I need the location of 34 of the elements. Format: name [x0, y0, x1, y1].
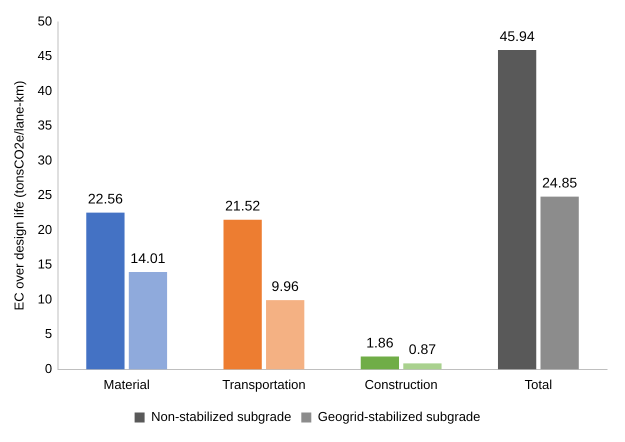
- y-tick-label: 0: [44, 360, 52, 376]
- bar: [360, 356, 400, 370]
- data-label: 14.01: [130, 250, 166, 266]
- bar: [128, 272, 168, 370]
- bar: [498, 50, 536, 370]
- y-tick-label: 45: [38, 48, 52, 64]
- y-tick-label: 50: [38, 13, 52, 28]
- x-tick-label: Construction: [364, 376, 438, 392]
- y-tick-label: 30: [38, 152, 52, 168]
- x-tick-label: Transportation: [222, 376, 306, 392]
- y-tick-label: 40: [38, 82, 52, 98]
- y-axis-title: EC over design life (tonsCO2e/lane-km): [11, 80, 26, 310]
- data-label: 24.85: [542, 174, 578, 190]
- legend-label: Non-stabilized subgrade: [151, 409, 292, 424]
- y-tick-label: 15: [38, 256, 52, 272]
- x-tick-label: Total: [524, 376, 552, 392]
- data-label: 1.86: [366, 334, 394, 350]
- bar: [266, 300, 304, 370]
- legend-label: Geogrid-stabilized subgrade: [318, 409, 480, 424]
- data-label: 45.94: [500, 28, 535, 44]
- y-tick-label: 20: [38, 222, 52, 237]
- bar: [86, 212, 125, 370]
- bar: [540, 196, 579, 370]
- data-label: 9.96: [272, 278, 300, 294]
- bar: [403, 363, 442, 370]
- y-tick-label: 25: [38, 187, 52, 202]
- x-tick-label: Material: [104, 376, 150, 392]
- bar: [223, 220, 262, 370]
- y-tick-label: 35: [38, 118, 52, 133]
- data-label: 22.56: [88, 190, 124, 206]
- y-tick-label: 5: [44, 326, 52, 342]
- data-label: 21.52: [225, 198, 260, 214]
- data-label: 0.87: [408, 341, 436, 358]
- y-tick-label: 10: [38, 291, 52, 306]
